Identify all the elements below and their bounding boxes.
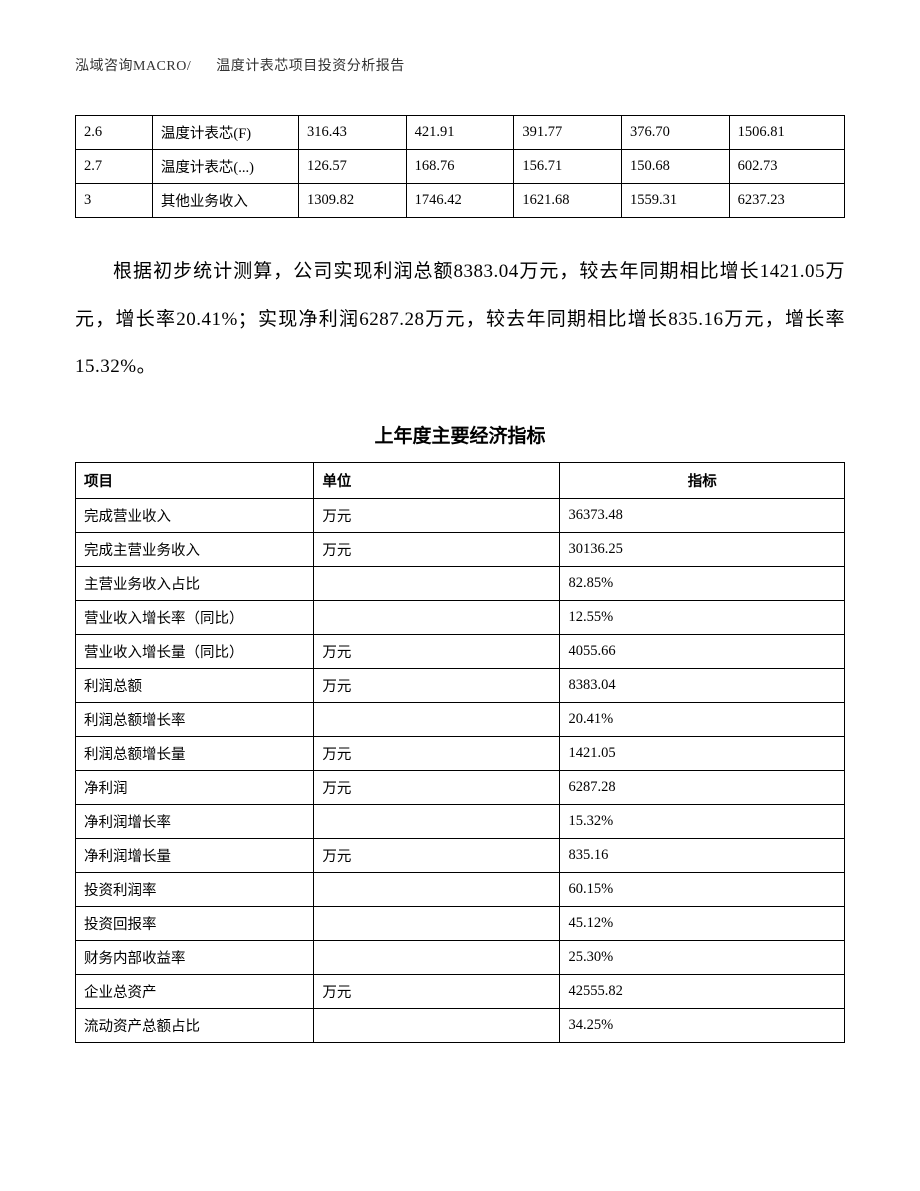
cell-value: 602.73 bbox=[729, 150, 844, 184]
cell-value: 1309.82 bbox=[299, 184, 407, 218]
table-row: 主营业务收入占比 82.85% bbox=[76, 566, 845, 600]
table-row: 净利润增长率 15.32% bbox=[76, 804, 845, 838]
table-row: 企业总资产万元42555.82 bbox=[76, 974, 845, 1008]
cell-indicator: 30136.25 bbox=[560, 532, 845, 566]
cell-name: 温度计表芯(...) bbox=[152, 150, 298, 184]
cell-unit bbox=[314, 872, 560, 906]
page-header: 泓域咨询MACRO/温度计表芯项目投资分析报告 bbox=[75, 55, 845, 75]
table-row: 3 其他业务收入 1309.82 1746.42 1621.68 1559.31… bbox=[76, 184, 845, 218]
cell-item: 净利润增长率 bbox=[76, 804, 314, 838]
cell-indicator: 36373.48 bbox=[560, 498, 845, 532]
table-header-row: 项目 单位 指标 bbox=[76, 462, 845, 498]
summary-paragraph: 根据初步统计测算，公司实现利润总额8383.04万元，较去年同期相比增长1421… bbox=[75, 248, 845, 391]
table-row: 净利润万元6287.28 bbox=[76, 770, 845, 804]
cell-indicator: 8383.04 bbox=[560, 668, 845, 702]
table-row: 完成营业收入万元36373.48 bbox=[76, 498, 845, 532]
cell-value: 1746.42 bbox=[406, 184, 514, 218]
cell-unit: 万元 bbox=[314, 974, 560, 1008]
cell-item: 流动资产总额占比 bbox=[76, 1008, 314, 1042]
cell-indicator: 835.16 bbox=[560, 838, 845, 872]
table-row: 投资利润率 60.15% bbox=[76, 872, 845, 906]
cell-indicator: 4055.66 bbox=[560, 634, 845, 668]
cell-unit: 万元 bbox=[314, 736, 560, 770]
table-row: 投资回报率 45.12% bbox=[76, 906, 845, 940]
cell-unit bbox=[314, 566, 560, 600]
header-title: 温度计表芯项目投资分析报告 bbox=[216, 59, 405, 74]
cell-value: 376.70 bbox=[621, 116, 729, 150]
cell-item: 企业总资产 bbox=[76, 974, 314, 1008]
cell-item: 利润总额 bbox=[76, 668, 314, 702]
cell-item: 营业收入增长率（同比） bbox=[76, 600, 314, 634]
column-header-indicator: 指标 bbox=[560, 462, 845, 498]
table-row: 净利润增长量万元835.16 bbox=[76, 838, 845, 872]
cell-unit: 万元 bbox=[314, 634, 560, 668]
cell-value: 156.71 bbox=[514, 150, 622, 184]
cell-indicator: 20.41% bbox=[560, 702, 845, 736]
cell-item: 营业收入增长量（同比） bbox=[76, 634, 314, 668]
cell-value: 6237.23 bbox=[729, 184, 844, 218]
section-title: 上年度主要经济指标 bbox=[75, 421, 845, 448]
cell-item: 完成主营业务收入 bbox=[76, 532, 314, 566]
cell-id: 2.6 bbox=[76, 116, 153, 150]
economic-indicators-table: 项目 单位 指标 完成营业收入万元36373.48 完成主营业务收入万元3013… bbox=[75, 462, 845, 1043]
cell-value: 1559.31 bbox=[621, 184, 729, 218]
cell-indicator: 15.32% bbox=[560, 804, 845, 838]
cell-unit bbox=[314, 804, 560, 838]
cell-id: 2.7 bbox=[76, 150, 153, 184]
cell-unit bbox=[314, 906, 560, 940]
cell-unit bbox=[314, 702, 560, 736]
cell-indicator: 42555.82 bbox=[560, 974, 845, 1008]
cell-indicator: 1421.05 bbox=[560, 736, 845, 770]
cell-indicator: 12.55% bbox=[560, 600, 845, 634]
cell-value: 1621.68 bbox=[514, 184, 622, 218]
cell-item: 利润总额增长率 bbox=[76, 702, 314, 736]
cell-name: 其他业务收入 bbox=[152, 184, 298, 218]
table-row: 利润总额万元8383.04 bbox=[76, 668, 845, 702]
column-header-item: 项目 bbox=[76, 462, 314, 498]
cell-indicator: 45.12% bbox=[560, 906, 845, 940]
cell-item: 净利润 bbox=[76, 770, 314, 804]
table-row: 营业收入增长率（同比） 12.55% bbox=[76, 600, 845, 634]
cell-item: 财务内部收益率 bbox=[76, 940, 314, 974]
cell-value: 391.77 bbox=[514, 116, 622, 150]
cell-unit bbox=[314, 1008, 560, 1042]
cell-item: 完成营业收入 bbox=[76, 498, 314, 532]
cell-item: 投资回报率 bbox=[76, 906, 314, 940]
cell-item: 投资利润率 bbox=[76, 872, 314, 906]
table-row: 财务内部收益率 25.30% bbox=[76, 940, 845, 974]
cell-id: 3 bbox=[76, 184, 153, 218]
cell-indicator: 82.85% bbox=[560, 566, 845, 600]
cell-unit bbox=[314, 940, 560, 974]
table-row: 完成主营业务收入万元30136.25 bbox=[76, 532, 845, 566]
cell-unit bbox=[314, 600, 560, 634]
cell-indicator: 34.25% bbox=[560, 1008, 845, 1042]
table-row: 流动资产总额占比 34.25% bbox=[76, 1008, 845, 1042]
cell-value: 150.68 bbox=[621, 150, 729, 184]
cell-item: 利润总额增长量 bbox=[76, 736, 314, 770]
cell-value: 316.43 bbox=[299, 116, 407, 150]
cell-item: 净利润增长量 bbox=[76, 838, 314, 872]
cell-indicator: 25.30% bbox=[560, 940, 845, 974]
cell-indicator: 6287.28 bbox=[560, 770, 845, 804]
header-company: 泓域咨询MACRO/ bbox=[75, 59, 191, 74]
cell-unit: 万元 bbox=[314, 532, 560, 566]
cell-unit: 万元 bbox=[314, 498, 560, 532]
cell-unit: 万元 bbox=[314, 838, 560, 872]
table-row: 利润总额增长量万元1421.05 bbox=[76, 736, 845, 770]
cell-value: 126.57 bbox=[299, 150, 407, 184]
cell-value: 421.91 bbox=[406, 116, 514, 150]
table-row: 2.6 温度计表芯(F) 316.43 421.91 391.77 376.70… bbox=[76, 116, 845, 150]
cell-name: 温度计表芯(F) bbox=[152, 116, 298, 150]
table-row: 营业收入增长量（同比）万元4055.66 bbox=[76, 634, 845, 668]
cell-value: 1506.81 bbox=[729, 116, 844, 150]
table-row: 2.7 温度计表芯(...) 126.57 168.76 156.71 150.… bbox=[76, 150, 845, 184]
cell-unit: 万元 bbox=[314, 770, 560, 804]
cell-indicator: 60.15% bbox=[560, 872, 845, 906]
table-row: 利润总额增长率 20.41% bbox=[76, 702, 845, 736]
column-header-unit: 单位 bbox=[314, 462, 560, 498]
cell-unit: 万元 bbox=[314, 668, 560, 702]
cell-value: 168.76 bbox=[406, 150, 514, 184]
cell-item: 主营业务收入占比 bbox=[76, 566, 314, 600]
revenue-breakdown-table: 2.6 温度计表芯(F) 316.43 421.91 391.77 376.70… bbox=[75, 115, 845, 218]
